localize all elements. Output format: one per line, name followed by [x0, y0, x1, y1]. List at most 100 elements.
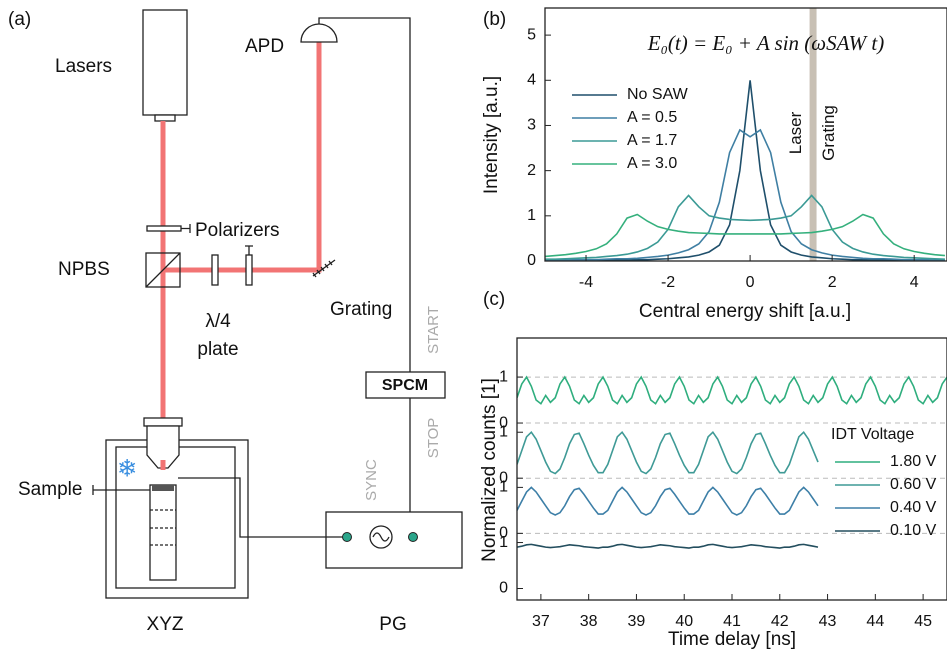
x-tick-label: 42 [771, 613, 789, 630]
sample-pointer [92, 485, 150, 495]
sample-stage [149, 484, 177, 581]
pg-label: PG [379, 614, 406, 635]
y-tick-label: 3 [527, 117, 536, 134]
legend-label: A = 1.7 [627, 132, 677, 149]
series-line [545, 128, 945, 261]
waveplate-label: plate [197, 339, 238, 360]
npbs-diagonal [145, 252, 181, 288]
y-tick-label: 0 [527, 252, 536, 269]
objective [146, 425, 180, 469]
series-line [545, 194, 945, 260]
x-tick-label: -2 [661, 274, 675, 291]
polarizers-label: Polarizers [195, 220, 279, 241]
x-tick-label: 44 [866, 613, 884, 630]
series-line [545, 213, 946, 258]
waveplate [211, 254, 219, 286]
y-tick-label: 1 [499, 368, 508, 385]
sample [152, 485, 174, 491]
y-tick-label: 2 [527, 162, 536, 179]
legend-label: No SAW [627, 86, 689, 103]
x-tick-label: 38 [580, 613, 598, 630]
y-tick-label: 0 [499, 414, 508, 431]
legend-label: 1.80 V [890, 453, 937, 470]
legend-label: 0.40 V [890, 499, 937, 516]
objective [143, 417, 183, 427]
apd-cable [318, 17, 411, 372]
legend-label: 0.10 V [890, 522, 937, 539]
pg-port [408, 532, 418, 542]
y-tick-label: 1 [527, 207, 536, 224]
grating [312, 259, 336, 278]
x-tick-label: 37 [532, 613, 550, 630]
stage-label: XYZ [147, 614, 184, 635]
sync-label: SYNC [363, 459, 380, 501]
laser-aperture [154, 114, 176, 122]
y-tick-label: 5 [527, 26, 536, 43]
legend-label: A = 0.5 [627, 109, 677, 126]
legend-label: A = 3.0 [627, 155, 677, 172]
polarizer [146, 225, 182, 232]
spcm-box [365, 371, 446, 399]
polarizer [245, 254, 253, 286]
band-label: Laser [786, 111, 805, 154]
y-tick-label: 1 [499, 423, 508, 440]
plot-frame [544, 7, 947, 262]
sample-label: Sample [18, 479, 82, 500]
rf-cable [178, 477, 343, 538]
y-tick-label: 0 [499, 469, 508, 486]
x-tick-label: 40 [675, 613, 693, 630]
legend-title: IDT Voltage [831, 426, 914, 443]
x-axis-title: Central energy shift [a.u.] [639, 301, 851, 322]
panel-label: (a) [8, 9, 31, 30]
laser-box [142, 9, 188, 116]
lasers-label: Lasers [55, 56, 112, 77]
series-line [517, 543, 819, 549]
plot-data [517, 375, 947, 549]
npbs [145, 252, 181, 288]
setup-diagram: (a) Lasers Polarizers NPBS λ/4 plate Gra… [8, 9, 463, 635]
band-label: Grating [819, 105, 838, 161]
legend-label: 0.60 V [890, 476, 937, 493]
plot-data [545, 80, 946, 261]
series-line [517, 486, 819, 516]
series-line [517, 375, 947, 405]
x-tick-label: 45 [914, 613, 932, 630]
x-tick-label: 0 [746, 274, 755, 291]
start-label: START [425, 306, 442, 354]
series-line [517, 431, 819, 475]
x-tick-label: 41 [723, 613, 741, 630]
stop-label: STOP [425, 418, 442, 459]
spcm-label: SPCM [382, 377, 428, 394]
grating-label: Grating [330, 299, 392, 320]
apd-label: APD [245, 36, 284, 57]
pg-sine [372, 532, 390, 542]
polarizer-mount [181, 224, 191, 233]
x-tick-label: 43 [819, 613, 837, 630]
chart: (b) Laser Grating -4 -2 0 2 4 0 1 2 3 4 5 Central ener… [481, 7, 947, 322]
cold-icon: ❄ [117, 455, 137, 482]
highlight-band [809, 8, 817, 261]
pg-port [342, 532, 352, 542]
x-tick-label: 39 [628, 613, 646, 630]
equation: E₀(t) = E₀ + A sin (ωSAW t) [647, 31, 884, 55]
npbs-label: NPBS [58, 259, 110, 280]
y-tick-label: 4 [527, 72, 536, 89]
x-axis-title: Time delay [ns] [668, 629, 796, 650]
waveplate-label: λ/4 [205, 311, 231, 332]
panel-label: (c) [483, 289, 505, 310]
polarizer-mount [245, 245, 253, 255]
y-axis-title: Intensity [a.u.] [481, 76, 502, 194]
apd [300, 23, 338, 43]
x-tick-label: 4 [910, 274, 919, 291]
y-tick-label: 0 [499, 580, 508, 597]
stage-layers [150, 509, 176, 546]
y-tick-label: 1 [499, 534, 508, 551]
series-line [545, 80, 945, 261]
y-tick-label: 0 [499, 525, 508, 542]
y-tick-label: 1 [499, 479, 508, 496]
x-tick-label: -4 [579, 274, 593, 291]
panel-label: (b) [483, 9, 506, 30]
x-tick-label: 2 [828, 274, 837, 291]
